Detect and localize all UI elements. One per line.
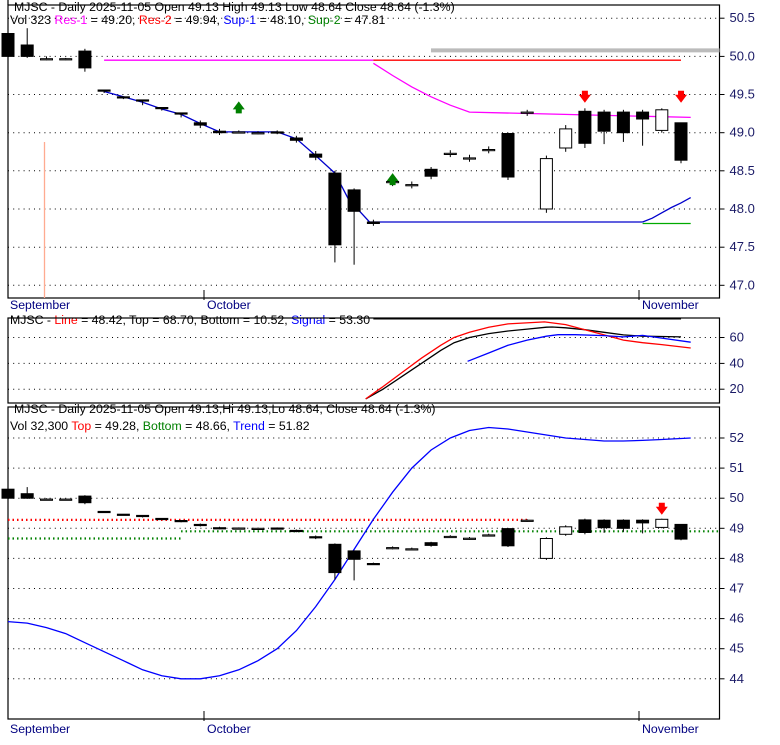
svg-text:49.5: 49.5 [730, 87, 755, 102]
svg-text:52: 52 [730, 430, 744, 445]
svg-text:48: 48 [730, 550, 744, 565]
svg-text:48.0: 48.0 [730, 201, 755, 216]
svg-text:45: 45 [730, 641, 744, 656]
svg-text:Vol 323 Res-1 = 49.20, Res-2 =: Vol 323 Res-1 = 49.20, Res-2 = 49.94, Su… [10, 13, 386, 27]
svg-text:40: 40 [730, 355, 744, 370]
svg-text:MJSC - Line = 48.42, Top = 68.: MJSC - Line = 48.42, Top = 68.70, Bottom… [10, 313, 370, 327]
svg-text:50.5: 50.5 [730, 10, 755, 25]
svg-text:46: 46 [730, 611, 744, 626]
svg-text:MJSC - Daily 2025-11-05 Open: MJSC - Daily 2025-11-05 Open 49.13 High … [14, 0, 455, 14]
svg-text:50: 50 [730, 490, 744, 505]
svg-text:October: October [207, 722, 251, 736]
svg-text:Vol 32,300 Top = 49.28, Bottom: Vol 32,300 Top = 49.28, Bottom = 48.66, … [10, 419, 310, 433]
svg-text:November: November [642, 722, 699, 736]
svg-text:MJSC - Daily 2025-11-05 Open 4: MJSC - Daily 2025-11-05 Open 49.13,Hi 49… [14, 402, 436, 416]
svg-text:50.0: 50.0 [730, 48, 755, 63]
svg-text:September: September [10, 722, 70, 736]
svg-text:20: 20 [730, 381, 744, 396]
svg-text:47.0: 47.0 [730, 277, 755, 292]
svg-text:48.5: 48.5 [730, 163, 755, 178]
svg-text:September: September [10, 298, 70, 312]
svg-text:47.5: 47.5 [730, 239, 755, 254]
svg-text:49.0: 49.0 [730, 125, 755, 140]
svg-text:47: 47 [730, 581, 744, 596]
svg-text:51: 51 [730, 460, 744, 475]
svg-text:60: 60 [730, 330, 744, 345]
svg-text:44: 44 [730, 671, 744, 686]
svg-text:October: October [207, 298, 251, 312]
svg-text:November: November [642, 298, 699, 312]
svg-text:49: 49 [730, 520, 744, 535]
